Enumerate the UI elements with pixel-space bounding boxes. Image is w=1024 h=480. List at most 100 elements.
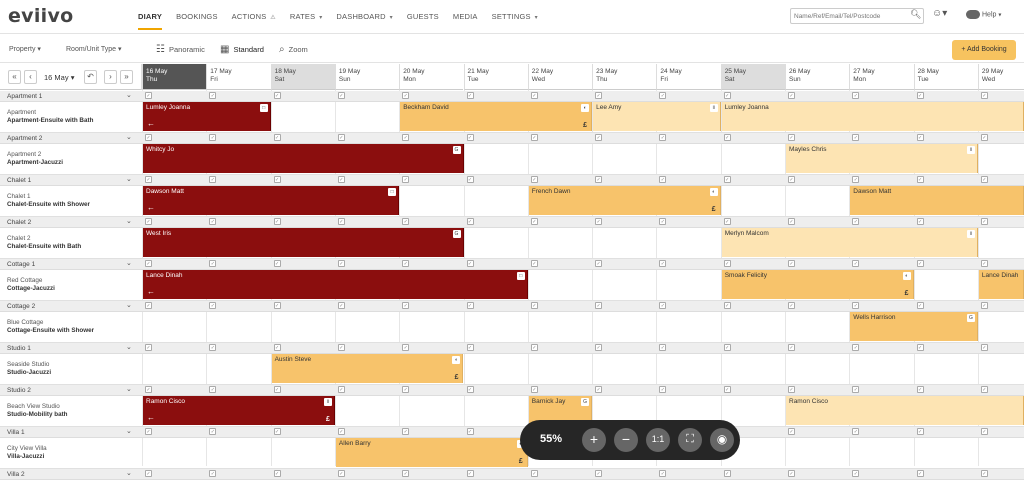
availability-checkbox[interactable]: ✓	[788, 428, 795, 435]
chevron-down-icon[interactable]: ⌄	[126, 176, 132, 183]
availability-checkbox[interactable]: ✓	[595, 302, 603, 309]
room-group-header[interactable]: Studio 1 ⌄ ✓ ✓ ✓ ✓ ✓ ✓ ✓ ✓ ✓ ✓ ✓ ✓ ✓ ✓	[0, 343, 1024, 354]
availability-checkbox[interactable]: ✓	[145, 134, 152, 141]
day-header[interactable]: 19 May Sun	[334, 64, 400, 90]
availability-checkbox[interactable]: ✓	[595, 386, 603, 393]
availability-checkbox[interactable]: ✓	[402, 218, 410, 225]
availability-checkbox[interactable]: ✓	[402, 302, 410, 309]
availability-checkbox[interactable]: ✓	[466, 344, 474, 351]
chevron-down-icon[interactable]: ⌄	[126, 344, 132, 351]
availability-checkbox[interactable]: ✓	[337, 344, 345, 351]
standard-view-button[interactable]: ▦ Standard	[220, 44, 264, 55]
availability-checkbox[interactable]: ✓	[595, 260, 603, 267]
day-header[interactable]: 18 May Sat	[270, 64, 335, 90]
availability-checkbox[interactable]: ✓	[659, 134, 667, 141]
availability-checkbox[interactable]: ✓	[145, 386, 152, 393]
availability-checkbox[interactable]: ✓	[209, 134, 217, 141]
availability-checkbox[interactable]: ✓	[530, 386, 538, 393]
eviivo-logo[interactable]: eviivo	[8, 5, 74, 27]
room-group-header[interactable]: Cottage 1 ⌄ ✓ ✓ ✓ ✓ ✓ ✓ ✓ ✓ ✓ ✓ ✓ ✓ ✓ ✓	[0, 259, 1024, 270]
fit-screen-icon[interactable]: ⛶	[678, 428, 702, 452]
availability-checkbox[interactable]: ✓	[595, 470, 603, 477]
availability-checkbox[interactable]: ✓	[723, 134, 731, 141]
current-date-picker[interactable]: 16 May ▾	[44, 73, 75, 82]
availability-checkbox[interactable]: ✓	[145, 470, 152, 477]
availability-checkbox[interactable]: ✓	[659, 386, 667, 393]
day-header[interactable]: 17 May Fri	[206, 64, 271, 90]
availability-checkbox[interactable]: ✓	[916, 176, 924, 183]
availability-checkbox[interactable]: ✓	[659, 302, 667, 309]
nav-item-dashboard[interactable]: DASHBOARD ▾	[336, 0, 392, 34]
availability-checkbox[interactable]: ✓	[659, 260, 667, 267]
day-header[interactable]: 21 May Tue	[463, 64, 528, 90]
availability-checkbox[interactable]: ✓	[723, 470, 731, 477]
booking-block[interactable]: Ramon Cisco ii ← £	[143, 396, 335, 425]
availability-checkbox[interactable]: ✓	[852, 386, 860, 393]
booking-block[interactable]: West Iris G	[143, 228, 464, 257]
availability-checkbox[interactable]: ✓	[852, 134, 860, 141]
prev-week-icon[interactable]: «	[8, 70, 21, 84]
availability-checkbox[interactable]: ✓	[916, 134, 924, 141]
availability-checkbox[interactable]: ✓	[852, 260, 860, 267]
availability-checkbox[interactable]: ✓	[337, 176, 345, 183]
availability-checkbox[interactable]: ✓	[530, 260, 538, 267]
availability-checkbox[interactable]: ✓	[145, 344, 152, 351]
availability-checkbox[interactable]: ✓	[916, 92, 924, 99]
room-group-header[interactable]: Villa 1⌄✓✓✓✓✓✓✓✓✓✓✓✓✓✓	[0, 427, 1024, 438]
availability-checkbox[interactable]: ✓	[466, 302, 474, 309]
availability-checkbox[interactable]: ✓	[659, 470, 667, 477]
nav-item-diary[interactable]: DIARY	[138, 0, 163, 34]
availability-checkbox[interactable]: ✓	[916, 344, 924, 351]
availability-checkbox[interactable]: ✓	[788, 134, 795, 141]
booking-block[interactable]: Lumley Joanna □ ←	[143, 102, 271, 131]
prev-day-icon[interactable]: ‹	[24, 70, 37, 84]
availability-checkbox[interactable]: ✓	[402, 386, 410, 393]
availability-checkbox[interactable]: ✓	[337, 470, 345, 477]
availability-checkbox[interactable]: ✓	[595, 134, 603, 141]
availability-checkbox[interactable]: ✓	[980, 260, 988, 267]
booking-block[interactable]: French Dawn ◐ £	[528, 186, 721, 215]
availability-checkbox[interactable]: ✓	[466, 92, 474, 99]
availability-checkbox[interactable]: ✓	[337, 92, 345, 99]
availability-checkbox[interactable]: ✓	[723, 176, 731, 183]
availability-checkbox[interactable]: ✓	[659, 92, 667, 99]
availability-checkbox[interactable]: ✓	[466, 386, 474, 393]
availability-checkbox[interactable]: ✓	[788, 386, 795, 393]
availability-checkbox[interactable]: ✓	[916, 302, 924, 309]
booking-block[interactable]: Wells Harrison G	[850, 312, 978, 341]
availability-checkbox[interactable]: ✓	[145, 176, 152, 183]
booking-block[interactable]: Ramon Cisco	[786, 396, 1024, 425]
chevron-down-icon[interactable]: ⌄	[126, 302, 132, 309]
availability-checkbox[interactable]: ✓	[466, 218, 474, 225]
availability-checkbox[interactable]: ✓	[788, 176, 795, 183]
chevron-down-icon[interactable]: ⌄	[126, 218, 132, 225]
availability-checkbox[interactable]: ✓	[595, 92, 603, 99]
booking-block[interactable]: Allen Barry◐£	[335, 438, 528, 467]
availability-checkbox[interactable]: ✓	[916, 470, 924, 477]
availability-checkbox[interactable]: ✓	[273, 92, 281, 99]
availability-checkbox[interactable]: ✓	[402, 92, 410, 99]
day-header[interactable]: 25 May Sat	[720, 64, 785, 90]
availability-checkbox[interactable]: ✓	[145, 428, 152, 435]
availability-checkbox[interactable]: ✓	[337, 260, 345, 267]
availability-checkbox[interactable]: ✓	[916, 386, 924, 393]
zoom-in-icon[interactable]: +	[582, 428, 606, 452]
availability-checkbox[interactable]: ✓	[273, 134, 281, 141]
availability-checkbox[interactable]: ✓	[723, 260, 731, 267]
availability-checkbox[interactable]: ✓	[273, 218, 281, 225]
availability-checkbox[interactable]: ✓	[209, 176, 217, 183]
booking-block[interactable]: Dawson Matt	[850, 186, 1024, 215]
chevron-down-icon[interactable]: ⌄	[126, 428, 132, 435]
user-icon[interactable]: ☺▾	[932, 8, 948, 19]
day-header[interactable]: 24 May Fri	[656, 64, 721, 90]
nav-item-bookings[interactable]: BOOKINGS	[176, 0, 218, 34]
availability-checkbox[interactable]: ✓	[852, 92, 860, 99]
day-header[interactable]: 26 May Sun	[785, 64, 850, 90]
day-header[interactable]: 29 May Wed	[977, 64, 1024, 90]
availability-checkbox[interactable]: ✓	[337, 428, 345, 435]
camera-icon[interactable]: ◉	[710, 428, 734, 452]
availability-checkbox[interactable]: ✓	[659, 344, 667, 351]
booking-block[interactable]: Dawson Matt □ ←	[143, 186, 400, 215]
availability-checkbox[interactable]: ✓	[852, 344, 860, 351]
availability-checkbox[interactable]: ✓	[980, 218, 988, 225]
